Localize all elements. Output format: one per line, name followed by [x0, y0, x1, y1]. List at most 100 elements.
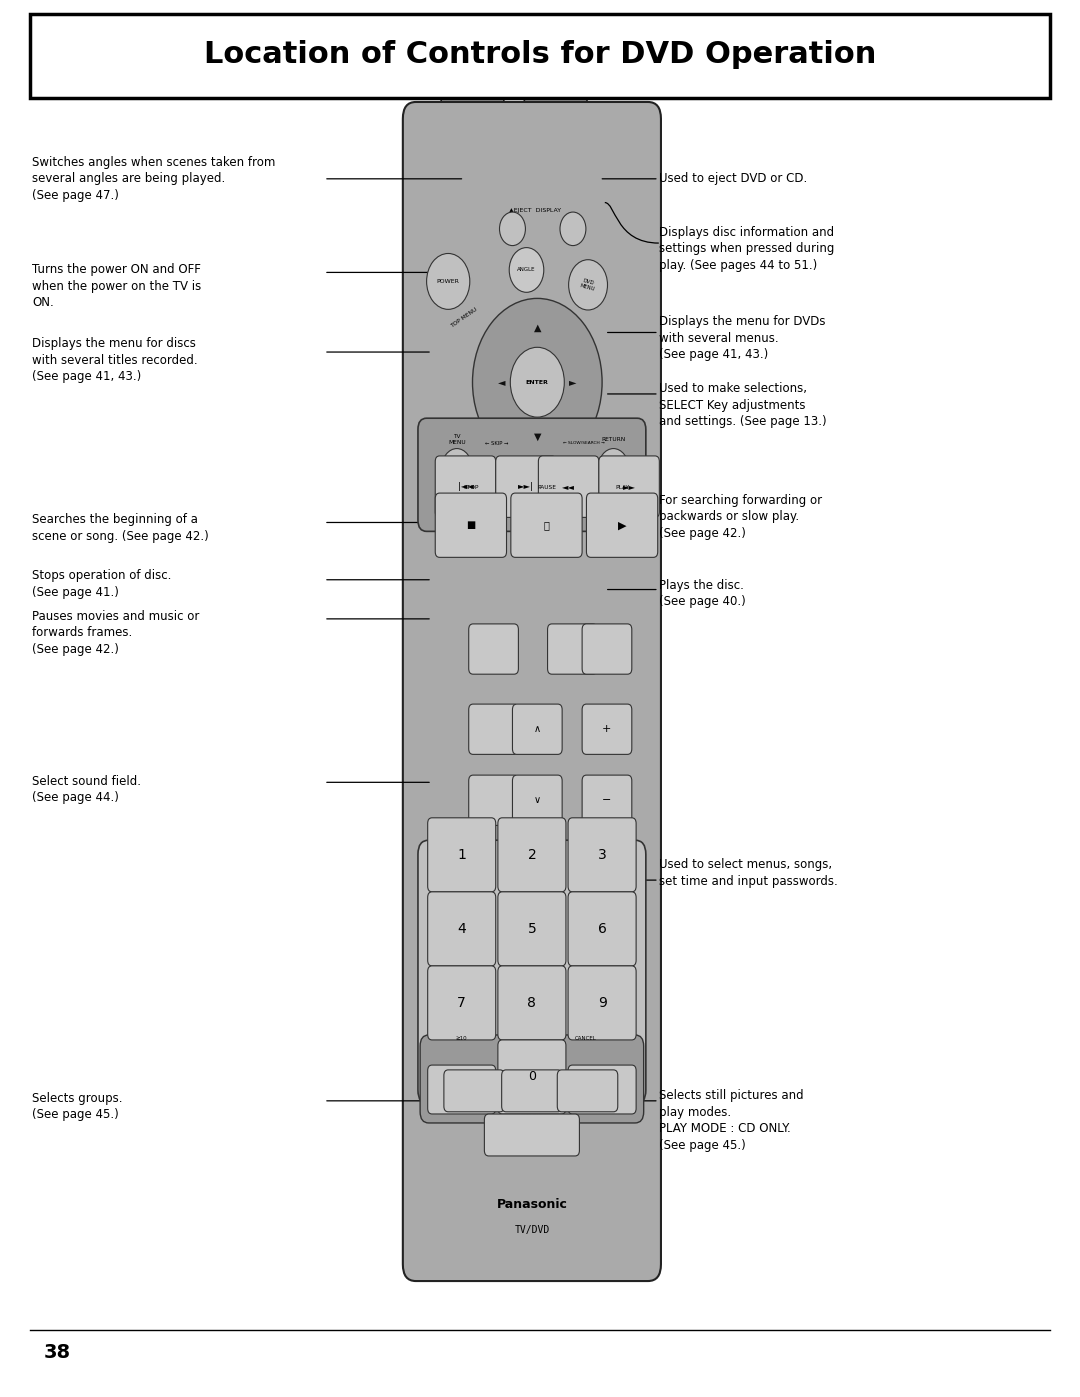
Circle shape — [510, 348, 564, 418]
Text: TV
MENU: TV MENU — [448, 434, 465, 444]
Circle shape — [559, 212, 585, 246]
Text: ▼: ▼ — [534, 432, 541, 441]
Text: ►: ► — [569, 377, 577, 387]
Circle shape — [442, 448, 472, 488]
Text: 6: 6 — [597, 922, 607, 936]
Text: PLAY: PLAY — [616, 485, 629, 490]
Text: Displays the menu for discs
with several titles recorded.
(See page 41, 43.): Displays the menu for discs with several… — [32, 338, 198, 383]
FancyBboxPatch shape — [512, 704, 562, 754]
Text: Pauses movies and music or
forwards frames.
(See page 42.): Pauses movies and music or forwards fram… — [32, 610, 200, 655]
Text: Turns the power ON and OFF
when the power on the TV is
ON.: Turns the power ON and OFF when the powe… — [32, 264, 202, 309]
Text: Displays disc information and
settings when pressed during
play. (See pages 44 t: Displays disc information and settings w… — [659, 226, 834, 271]
FancyBboxPatch shape — [512, 775, 562, 826]
Circle shape — [568, 260, 607, 310]
FancyBboxPatch shape — [524, 61, 588, 137]
Circle shape — [427, 253, 470, 309]
Text: ← SKIP →: ← SKIP → — [485, 441, 509, 446]
Circle shape — [499, 212, 525, 246]
Text: 1: 1 — [457, 848, 467, 862]
Text: TV/VIDEO: TV/VIDEO — [559, 637, 585, 643]
Text: SURROUND: SURROUND — [492, 789, 525, 795]
FancyBboxPatch shape — [435, 455, 496, 517]
FancyBboxPatch shape — [403, 102, 661, 1281]
Text: Location of Controls for DVD Operation: Location of Controls for DVD Operation — [204, 41, 876, 68]
Circle shape — [598, 448, 629, 488]
Text: 38: 38 — [43, 1343, 70, 1362]
Text: 4: 4 — [457, 922, 467, 936]
Text: Used to select menus, songs,
set time and input passwords.: Used to select menus, songs, set time an… — [659, 858, 838, 888]
Text: TV/DVD: TV/DVD — [514, 1225, 550, 1235]
Text: 5: 5 — [527, 922, 537, 936]
Text: +: + — [603, 724, 611, 735]
Text: ∧: ∧ — [534, 724, 541, 735]
FancyBboxPatch shape — [511, 493, 582, 557]
FancyBboxPatch shape — [428, 965, 496, 1039]
Text: A-B REPEAT: A-B REPEAT — [523, 1073, 552, 1078]
Text: 8: 8 — [527, 996, 537, 1010]
Text: RETURN: RETURN — [602, 437, 625, 441]
Text: Panasonic: Panasonic — [497, 1199, 567, 1211]
Text: Searches the beginning of a
scene or song. (See page 42.): Searches the beginning of a scene or son… — [32, 513, 210, 543]
Text: PAUSE: PAUSE — [537, 485, 556, 490]
Text: ▶: ▶ — [618, 520, 626, 531]
Text: ■: ■ — [467, 520, 475, 531]
FancyBboxPatch shape — [428, 1065, 496, 1113]
Text: Switches angles when scenes taken from
several angles are being played.
(See pag: Switches angles when scenes taken from s… — [32, 156, 275, 201]
FancyBboxPatch shape — [548, 624, 597, 675]
FancyBboxPatch shape — [420, 1035, 644, 1123]
FancyBboxPatch shape — [582, 704, 632, 754]
Text: REPEAT MODE: REPEAT MODE — [476, 1073, 511, 1078]
Text: Selects still pictures and
play modes.
PLAY MODE : CD ONLY.
(See page 45.): Selects still pictures and play modes. P… — [659, 1090, 804, 1151]
FancyBboxPatch shape — [496, 455, 556, 517]
FancyBboxPatch shape — [568, 1065, 636, 1113]
Text: TOP MENU: TOP MENU — [450, 307, 478, 330]
FancyBboxPatch shape — [598, 455, 659, 517]
FancyBboxPatch shape — [418, 840, 646, 1104]
FancyBboxPatch shape — [568, 891, 636, 965]
Text: SLEEP: SLEEP — [485, 718, 502, 722]
Text: Selects groups.
(See page 45.): Selects groups. (See page 45.) — [32, 1091, 123, 1122]
FancyBboxPatch shape — [444, 1070, 504, 1112]
FancyBboxPatch shape — [498, 965, 566, 1039]
Text: VOL: VOL — [602, 718, 612, 722]
FancyBboxPatch shape — [469, 775, 518, 826]
FancyBboxPatch shape — [469, 704, 518, 754]
Text: 2: 2 — [527, 848, 537, 862]
Text: ← SLOW/SEARCH →: ← SLOW/SEARCH → — [563, 441, 605, 446]
Text: 9: 9 — [597, 996, 607, 1010]
Text: ▲EJECT  DISPLAY: ▲EJECT DISPLAY — [509, 208, 562, 214]
Text: 7: 7 — [457, 996, 467, 1010]
Text: ANGLE: ANGLE — [517, 267, 536, 272]
FancyBboxPatch shape — [568, 965, 636, 1039]
FancyBboxPatch shape — [498, 891, 566, 965]
Text: ⏸: ⏸ — [543, 520, 550, 531]
Text: Displays the menu for DVDs
with several menus.
(See page 41, 43.): Displays the menu for DVDs with several … — [659, 316, 825, 360]
FancyBboxPatch shape — [538, 455, 598, 517]
FancyBboxPatch shape — [441, 61, 503, 137]
Text: PLAY MODE: PLAY MODE — [585, 1073, 613, 1078]
FancyBboxPatch shape — [568, 817, 636, 891]
Text: 0: 0 — [528, 1070, 536, 1084]
Text: ◄: ◄ — [498, 377, 505, 387]
Text: 3: 3 — [597, 848, 607, 862]
Text: STOP: STOP — [463, 485, 478, 490]
FancyBboxPatch shape — [30, 14, 1050, 98]
Text: CH: CH — [534, 718, 541, 722]
Circle shape — [472, 299, 602, 467]
Text: ∨: ∨ — [534, 795, 541, 805]
Text: ►►: ►► — [622, 482, 636, 492]
Text: For searching forwarding or
backwards or slow play.
(See page 42.): For searching forwarding or backwards or… — [659, 495, 822, 539]
FancyBboxPatch shape — [582, 775, 632, 826]
Text: ►►|: ►►| — [518, 482, 534, 492]
Text: ENTER: ENTER — [526, 380, 549, 384]
Text: ≥10: ≥10 — [456, 1037, 468, 1041]
Text: CANCEL: CANCEL — [575, 1037, 596, 1041]
FancyBboxPatch shape — [435, 493, 507, 557]
FancyBboxPatch shape — [501, 1070, 562, 1112]
Text: |◄◄: |◄◄ — [458, 482, 473, 492]
Text: Used to make selections,
SELECT Key adjustments
and settings. (See page 13.): Used to make selections, SELECT Key adju… — [659, 383, 826, 427]
FancyBboxPatch shape — [469, 624, 518, 675]
Text: R-TUNE: R-TUNE — [521, 1115, 543, 1119]
Text: ▲: ▲ — [534, 323, 541, 332]
Text: DVD
MENU: DVD MENU — [579, 278, 597, 292]
